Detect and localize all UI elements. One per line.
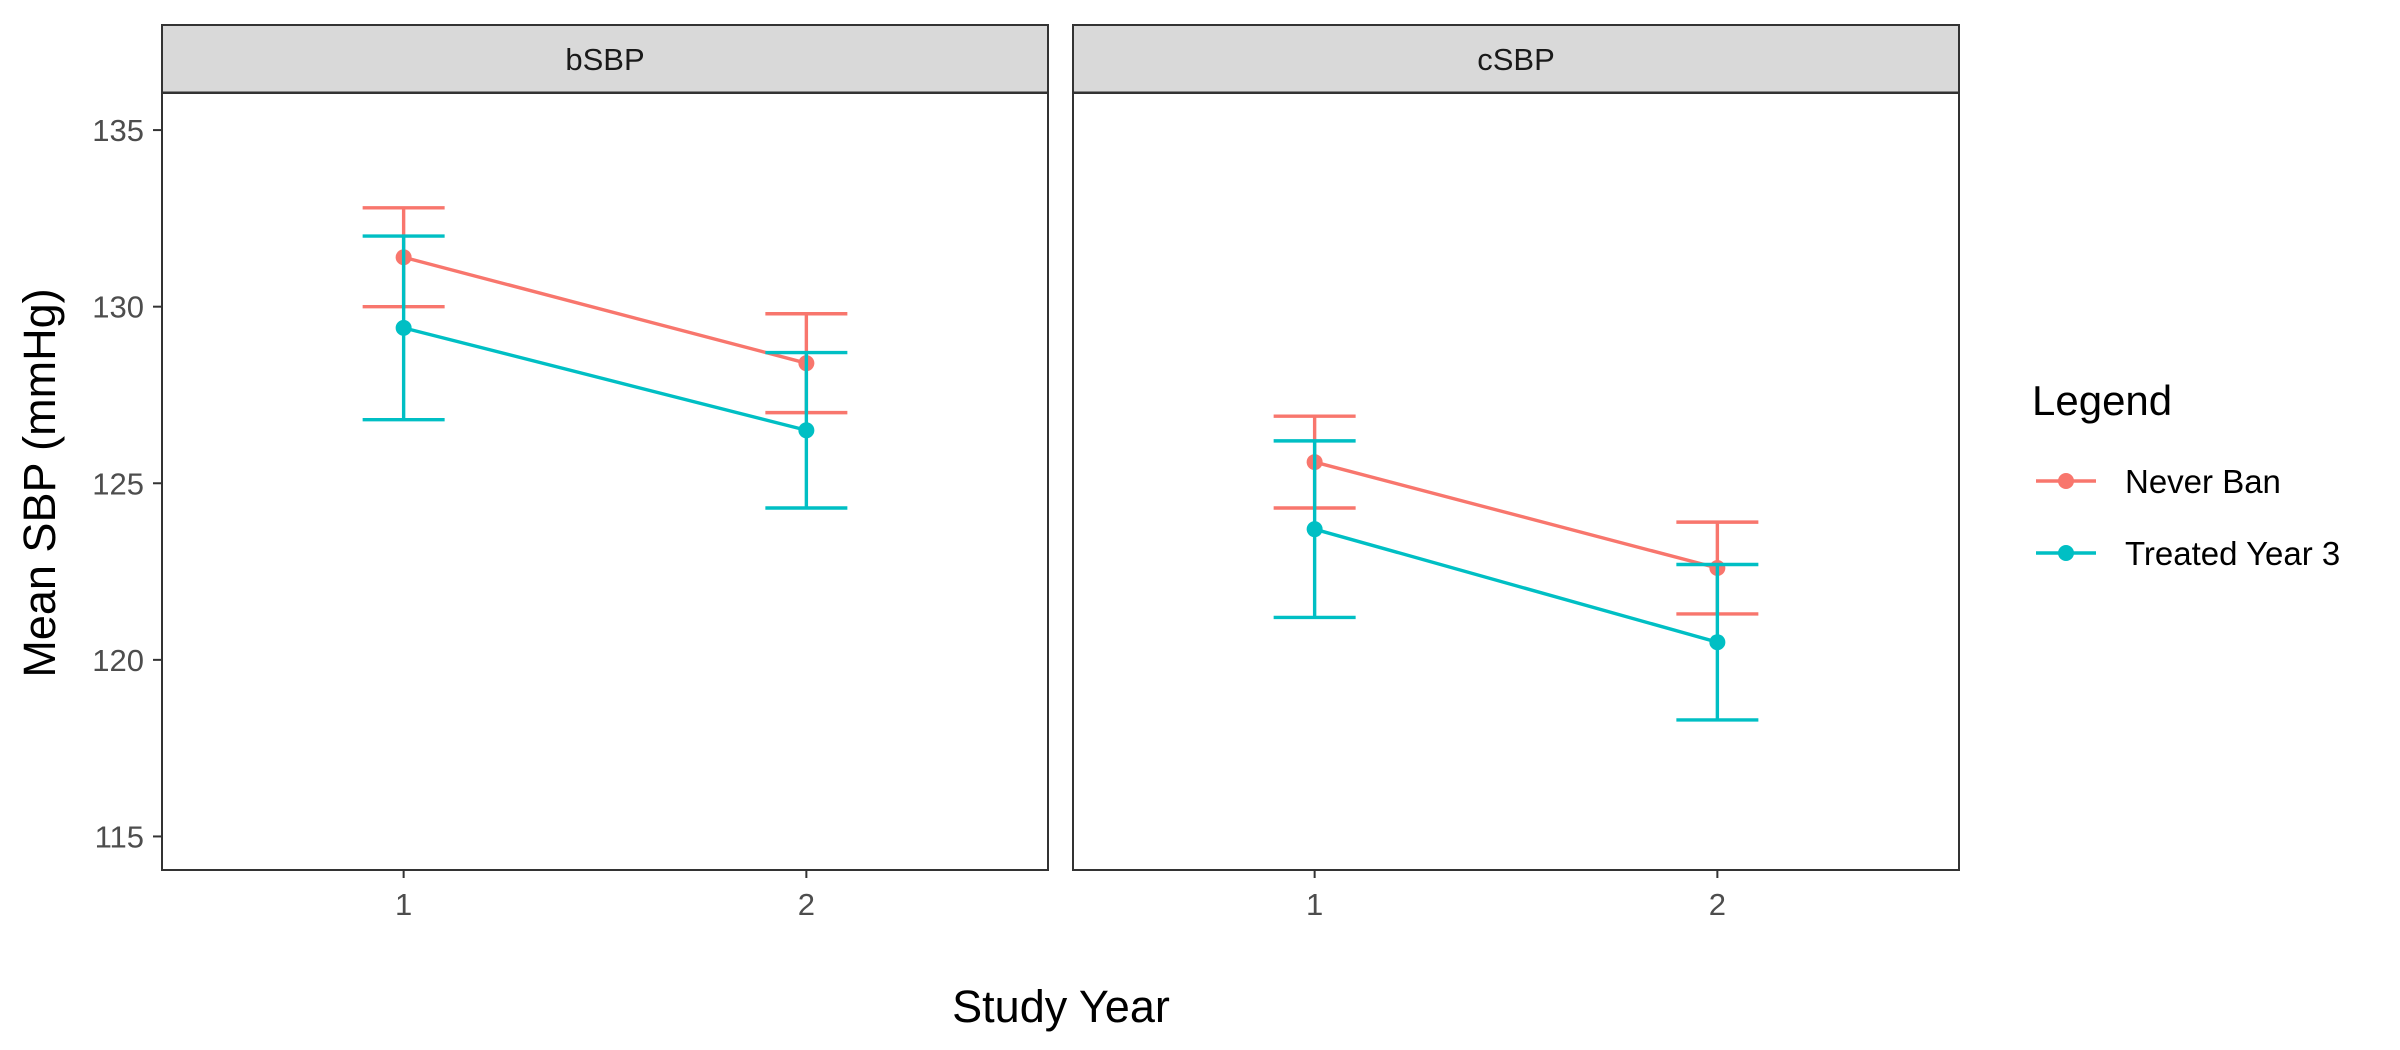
series-line [403,255,807,365]
panels: bSBP 1 2 cSBP 1 2 [161,24,1960,922]
strip-background [161,24,1049,94]
legend-label: Never Ban [2125,463,2281,500]
x-tick-label: 2 [1709,887,1726,922]
legend-key-point [2058,473,2074,489]
y-axis: 115 120 125 130 135 [92,113,162,854]
series-line [403,326,807,432]
data-point [395,319,412,336]
series-line [1314,460,1718,570]
y-tick-label: 130 [92,290,144,325]
data-point [798,422,815,439]
strip-label: cSBP [1477,42,1555,77]
series-line [1314,527,1718,644]
data-point [1709,634,1726,651]
y-tick-label: 120 [92,643,144,678]
x-tick-label: 1 [395,887,412,922]
y-tick-label: 115 [95,819,144,854]
plot-area [1072,92,1960,871]
data-point [1306,521,1323,538]
x-axis-title: Study Year [952,981,1170,1032]
y-axis-title: Mean SBP (mmHg) [14,288,65,677]
y-tick-label: 135 [92,113,144,148]
strip-background [1072,24,1960,94]
legend-label: Treated Year 3 [2125,535,2340,572]
series-treated-year-3 [1273,439,1759,722]
panel-csbp: cSBP 1 2 [1072,24,1960,922]
y-tick-label: 125 [92,466,144,501]
legend-key-point [2058,545,2074,561]
legend-item-treated-year-3: Treated Year 3 [2036,535,2340,572]
strip-label: bSBP [565,42,644,77]
legend: Legend Never Ban Treated Year 3 [2032,377,2340,572]
x-tick-label: 2 [798,887,815,922]
x-tick-label: 1 [1306,887,1323,922]
legend-item-never-ban: Never Ban [2036,463,2281,500]
plot-area [161,92,1049,871]
series-treated-year-3 [362,234,848,510]
panel-bsbp: bSBP 1 2 [161,24,1049,922]
legend-title: Legend [2032,377,2172,424]
